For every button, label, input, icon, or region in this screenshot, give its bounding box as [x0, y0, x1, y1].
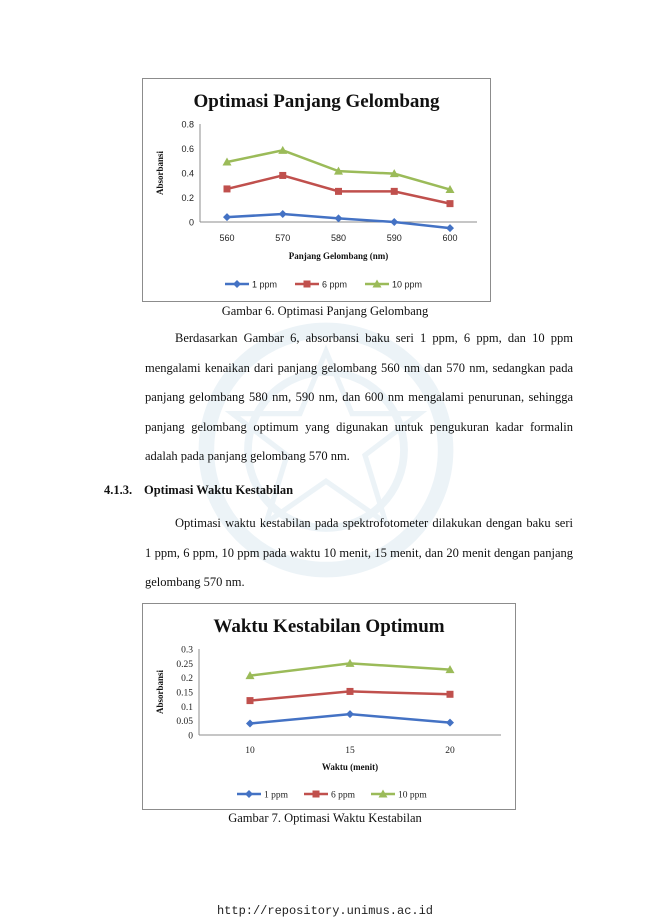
- data-point: [446, 224, 454, 233]
- data-point: [390, 187, 398, 195]
- x-tick-label: 20: [445, 746, 455, 756]
- y-axis-title: Absorbansi: [155, 669, 165, 714]
- paragraph-wavelength-result: Berdasarkan Gambar 6, absorbansi baku se…: [145, 324, 573, 472]
- section-number: 4.1.3.: [104, 483, 133, 497]
- legend-marker: [303, 280, 311, 288]
- data-point: [223, 185, 231, 193]
- data-point: [223, 213, 231, 222]
- data-point: [335, 187, 342, 195]
- section-heading: 4.1.3. Optimasi Waktu Kestabilan: [104, 483, 293, 498]
- university-seal-watermark: [198, 322, 454, 578]
- y-tick-label: 0.2: [181, 193, 194, 203]
- x-axis-title: Waktu (menit): [322, 762, 378, 772]
- paragraph-text: Optimasi waktu kestabilan pada spektrofo…: [145, 516, 573, 589]
- data-point: [446, 690, 454, 698]
- paragraph-text: Berdasarkan Gambar 6, absorbansi baku se…: [145, 331, 573, 463]
- y-tick-label: 0.3: [181, 646, 193, 656]
- chart-wavelength-optimization: Optimasi Panjang Gelombang 0 0.2 0.4 0.6 0.8 5…: [142, 78, 491, 302]
- data-point: [445, 665, 455, 674]
- x-tick-label: 10: [245, 746, 255, 756]
- repository-footer-url: http://repository.unimus.ac.id: [216, 904, 434, 918]
- chart-title: Waktu Kestabilan Optimum: [213, 616, 444, 637]
- y-tick-label: 0.25: [176, 660, 193, 670]
- data-point: [445, 185, 455, 194]
- legend-label: 1 ppm: [264, 791, 289, 801]
- y-axis-title: Absorbansi: [155, 150, 165, 195]
- legend-marker: [312, 790, 320, 798]
- data-point: [346, 687, 354, 695]
- legend-label: 6 ppm: [331, 791, 356, 801]
- data-point: [278, 145, 288, 154]
- legend-marker: [372, 279, 382, 288]
- legend-label: 10 ppm: [398, 791, 427, 801]
- figure-caption-7: Gambar 7. Optimasi Waktu Kestabilan: [228, 811, 422, 825]
- x-tick-label: 590: [387, 233, 402, 243]
- y-tick-label: 0.05: [176, 717, 193, 727]
- data-point: [334, 166, 343, 175]
- legend-label: 1 ppm: [252, 280, 277, 290]
- y-tick-label: 0.2: [181, 674, 193, 684]
- y-tick-label: 0.8: [181, 120, 194, 130]
- paragraph-stability-method: Optimasi waktu kestabilan pada spektrofo…: [145, 509, 573, 598]
- data-point: [246, 697, 254, 705]
- y-tick-label: 0.1: [181, 703, 193, 713]
- data-point: [222, 157, 232, 166]
- x-tick-label: 600: [442, 233, 457, 243]
- data-point: [446, 718, 454, 727]
- y-tick-label: 0: [189, 218, 194, 228]
- x-tick-label: 580: [331, 233, 346, 243]
- data-point: [278, 210, 287, 219]
- legend-label: 10 ppm: [392, 280, 422, 290]
- y-tick-label: 0.6: [181, 144, 194, 154]
- section-title: Optimasi Waktu Kestabilan: [144, 483, 294, 497]
- legend-marker: [245, 790, 253, 798]
- data-point: [390, 218, 399, 226]
- legend-marker: [233, 280, 241, 288]
- y-tick-label: 0.4: [181, 169, 194, 179]
- data-point: [246, 719, 254, 728]
- x-tick-label: 560: [219, 233, 234, 243]
- x-tick-label: 570: [275, 233, 290, 243]
- chart-stability-time: Waktu Kestabilan Optimum 0 0.05 0.1 0.15 0.2 0…: [142, 603, 516, 810]
- data-point: [446, 200, 454, 208]
- data-point: [345, 658, 355, 667]
- data-point: [389, 169, 399, 178]
- x-tick-label: 15: [345, 746, 355, 756]
- data-point: [279, 171, 287, 179]
- data-point: [245, 671, 255, 680]
- y-tick-label: 0: [188, 732, 193, 742]
- data-point: [346, 710, 354, 719]
- figure-caption-6: Gambar 6. Optimasi Panjang Gelombang: [221, 304, 429, 318]
- data-point: [334, 214, 343, 223]
- chart-title: Optimasi Panjang Gelombang: [194, 91, 440, 112]
- legend-marker: [378, 789, 388, 798]
- x-axis-title: Panjang Gelombang (nm): [289, 251, 389, 261]
- y-tick-label: 0.15: [176, 689, 193, 699]
- legend-label: 6 ppm: [322, 280, 347, 290]
